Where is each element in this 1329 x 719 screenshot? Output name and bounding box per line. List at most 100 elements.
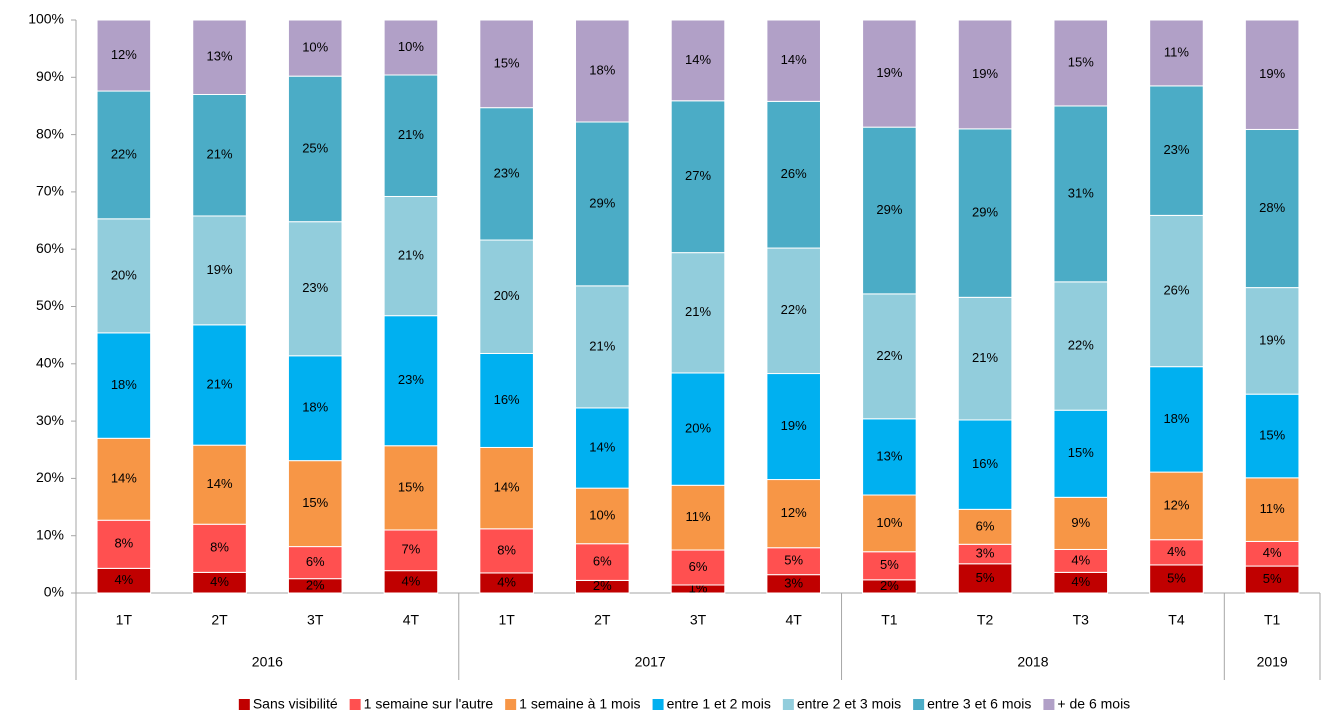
bar-segment [1149,539,1204,566]
y-tick-label: 20% [36,469,64,485]
x-tick-label: T4 [1168,612,1185,628]
data-label: 4% [1071,552,1090,567]
data-label: 21% [207,376,233,391]
bar-segment [766,479,821,549]
bar-segment [479,19,534,109]
legend-swatch [913,699,925,710]
bar-segment [383,529,439,572]
bar-segment [957,128,1013,298]
bar-segment [862,19,917,128]
bar-segment [670,549,726,586]
bar-segment [957,508,1013,545]
data-label: 7% [402,542,421,557]
x-tick-label: 1T [116,612,133,628]
data-label: 22% [1068,337,1094,352]
y-tick-label: 80% [36,125,64,141]
bar-segment [766,373,821,481]
bar-segment [1244,477,1300,542]
bar-segment [96,19,152,92]
data-label: 19% [876,65,902,80]
data-label: 5% [784,553,803,568]
legend-swatch [349,699,361,710]
data-label: 14% [589,439,615,454]
data-label: 19% [781,418,807,433]
data-label: 11% [1164,44,1189,59]
bar-segment [1244,540,1300,567]
bar-segment [383,74,439,197]
data-label: 16% [972,456,998,471]
data-label: 15% [1259,427,1285,442]
legend-label: entre 3 et 6 mois [927,696,1031,712]
bar-segment [1149,214,1204,368]
data-label: 21% [589,338,615,353]
data-label: 21% [972,350,998,365]
bar-segment [670,372,726,486]
bar-segment [862,551,917,581]
data-label: 16% [494,392,520,407]
legend-label: 1 semaine sur l'autre [364,696,494,712]
bar-segment [670,19,726,102]
x-tick-label: 2T [594,612,611,628]
bar-segment [96,567,152,594]
data-label: 27% [685,168,711,183]
bar-segment [96,218,152,334]
bar-segment [192,215,247,326]
data-label: 15% [1068,54,1094,69]
bar-segment [287,75,343,223]
bar-segment [575,285,630,409]
data-label: 22% [781,302,807,317]
data-label: 19% [207,262,233,277]
bar-segment [766,247,821,375]
data-label: 20% [111,267,137,282]
data-label: 8% [497,542,516,557]
data-label: 23% [494,165,520,180]
x-tick-label: 3T [307,612,324,628]
bar-segment [766,547,821,576]
data-label: 6% [689,559,708,574]
data-label: 5% [1263,571,1282,586]
data-label: 14% [494,480,520,495]
data-label: 10% [589,507,615,522]
bar-segment [670,484,726,551]
group-label: 2018 [1017,654,1048,670]
bar-segment [1149,564,1204,594]
legend-label: 1 semaine à 1 mois [519,696,640,712]
data-label: 11% [1260,501,1285,516]
data-label: 2% [306,577,325,592]
data-label: 15% [1068,445,1094,460]
bar-segment [575,407,630,489]
legend-label: entre 2 et 3 mois [797,696,901,712]
data-label: 12% [1163,497,1189,512]
data-label: 22% [111,146,137,161]
x-tick-label: T2 [977,612,994,628]
data-label: 6% [976,518,995,533]
bar-segment [479,446,534,530]
bar-segment [575,121,630,287]
y-tick-label: 60% [36,240,64,256]
data-label: 18% [302,400,328,415]
x-tick-label: T1 [881,612,898,628]
data-label: 4% [1263,545,1282,560]
data-label: 2% [880,578,899,593]
data-label: 6% [593,553,612,568]
bar-segment [766,100,821,249]
data-label: 11% [685,509,710,524]
x-tick-label: 4T [786,612,803,628]
bar-segment [957,563,1013,594]
x-tick-label: 3T [690,612,707,628]
legend: Sans visibilité 1 semaine sur l'autre 1 se… [238,696,1130,712]
legend-swatch [238,699,250,710]
data-label: 25% [302,140,328,155]
data-label: 2% [593,578,612,593]
data-label: 5% [1167,570,1186,585]
data-label: 26% [781,166,807,181]
bar-segment [96,332,152,439]
legend-label: Sans visibilité [253,696,338,712]
bar-segment [192,523,247,573]
bar-segment [1244,128,1300,289]
legend-swatch [652,699,664,710]
data-label: 29% [589,195,615,210]
data-label: 29% [972,205,998,220]
bar-segment [479,107,534,241]
bar-segment [862,126,917,295]
